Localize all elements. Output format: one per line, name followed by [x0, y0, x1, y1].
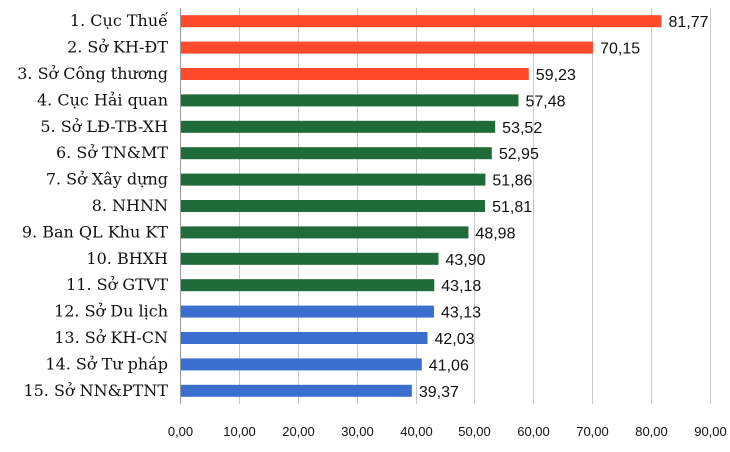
x-tick-label: 40,00 [400, 424, 433, 439]
bar [181, 332, 428, 344]
category-label: 5. Sở LĐ-TB-XH [40, 117, 168, 136]
bar [181, 68, 529, 80]
bar [181, 226, 469, 239]
category-label: 2. Sở KH-ĐT [67, 38, 168, 57]
value-label: 48,98 [475, 225, 515, 242]
x-tick-label: 50,00 [458, 424, 491, 439]
value-label: 51,86 [492, 173, 532, 190]
bar [181, 200, 486, 212]
value-label: 51,81 [492, 199, 532, 216]
category-label: 4. Cục Hải quan [37, 90, 168, 109]
value-label: 52,95 [499, 146, 539, 163]
value-label: 53,52 [502, 120, 542, 137]
value-label: 43,13 [441, 305, 481, 322]
bar [181, 147, 492, 160]
value-label: 42,03 [435, 331, 475, 348]
category-label: 6. Sở TN&MT [56, 143, 168, 162]
category-label: 12. Sở Du lịch [54, 302, 168, 321]
category-label: 9. Ban QL Khu KT [22, 222, 168, 241]
value-label: 41,06 [429, 357, 469, 374]
bar [181, 305, 434, 318]
value-label: 57,48 [525, 93, 565, 110]
value-label: 81,77 [669, 14, 709, 31]
value-label: 39,37 [419, 384, 459, 401]
value-label: 43,18 [441, 278, 481, 295]
bar [181, 15, 662, 28]
category-label: 15. Sở NN&PTNT [23, 381, 168, 400]
category-label: 13. Sở KH-CN [54, 328, 168, 347]
bar [181, 279, 435, 292]
category-label: 8. NHNN [92, 196, 168, 215]
x-tick-label: 80,00 [635, 424, 668, 439]
bar [181, 41, 594, 54]
value-label: 43,90 [446, 252, 486, 269]
x-tick-label: 90,00 [694, 424, 727, 439]
x-tick-label: 0,00 [168, 424, 193, 439]
bar [181, 252, 439, 265]
bar [181, 94, 519, 107]
category-label: 11. Sở GTVT [66, 275, 168, 294]
category-label: 10. BHXH [86, 249, 168, 268]
x-tick-label: 70,00 [576, 424, 609, 439]
category-label: 1. Cục Thuế [70, 11, 168, 30]
value-label: 59,23 [536, 67, 576, 84]
x-tick-label: 10,00 [223, 424, 256, 439]
category-label: 14. Sở Tư pháp [45, 354, 168, 373]
bar [181, 358, 422, 371]
bar [181, 120, 496, 133]
bar [181, 173, 486, 186]
x-tick-label: 20,00 [282, 424, 315, 439]
x-tick-label: 60,00 [517, 424, 550, 439]
bar [181, 384, 412, 397]
category-label: 3. Sở Công thương [17, 64, 168, 83]
x-tick-label: 30,00 [341, 424, 374, 439]
category-label: 7. Sở Xây dựng [46, 170, 168, 189]
value-label: 70,15 [600, 41, 640, 58]
